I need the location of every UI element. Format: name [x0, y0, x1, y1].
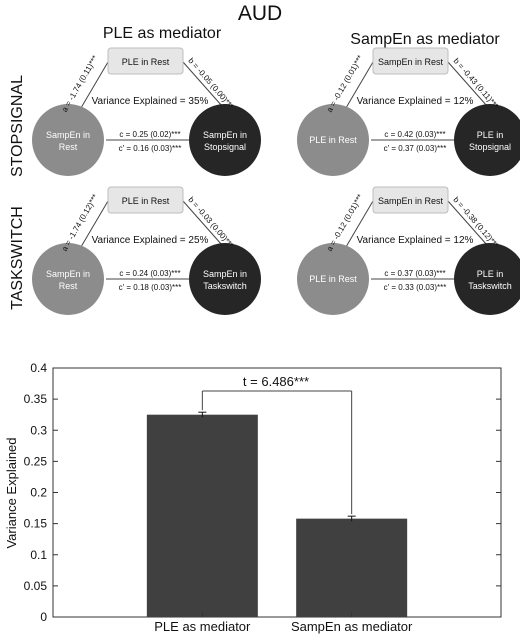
- predictor-label: PLE in Rest: [309, 274, 357, 284]
- path-c-label: c = 0.42 (0.03)***: [384, 130, 445, 139]
- chart-bars: [146, 411, 408, 617]
- outcome-label: SampEn in Taskswitch: [203, 269, 247, 291]
- mediator-label: SampEn in Rest: [378, 196, 444, 206]
- mediator-label: SampEn in Rest: [378, 57, 444, 67]
- mediation-panel: PLE in Rest SampEn in Rest SampEn in Taskswi…: [32, 186, 261, 315]
- path-c-label: c = 0.37 (0.03)***: [384, 269, 445, 278]
- chart-annotation-label: t = 6.486***: [243, 374, 309, 389]
- chart-y-ticks: 0 0.05 0.1 0.15 0.2 0.25 0.3 0.35 0.4: [24, 361, 501, 624]
- y-tick-label: 0.25: [24, 454, 48, 468]
- outcome-node: [189, 104, 261, 176]
- outcome-label: PLE in Taskswitch: [468, 269, 512, 291]
- chart-plot-frame: [52, 367, 502, 618]
- column-title-right: SampEn as mediator: [350, 31, 500, 48]
- y-tick-label: 0.3: [30, 423, 47, 437]
- chart-y-axis-label: Variance Explained: [4, 437, 19, 548]
- bar-ple-as-mediator: [146, 414, 258, 617]
- y-tick-label: 0.35: [24, 392, 48, 406]
- predictor-node: [32, 243, 104, 315]
- path-c-label: c = 0.25 (0.02)***: [119, 130, 180, 139]
- mediation-panel: PLE in Rest SampEn in Rest SampEn in Stopsig…: [32, 47, 261, 176]
- row-title-stopsignal: STOPSIGNAL: [9, 75, 26, 177]
- outcome-label: SampEn in Stopsignal: [203, 130, 247, 152]
- row-title-taskswitch: TASKSWITCH: [9, 206, 26, 310]
- y-tick-label: 0.1: [30, 548, 47, 562]
- path-c-prime-label: c' = 0.33 (0.03)***: [384, 283, 447, 292]
- x-tick-label: SampEn as mediator: [291, 619, 413, 634]
- path-c-label: c = 0.24 (0.03)***: [119, 269, 180, 278]
- mediator-box: [372, 47, 449, 75]
- path-b-line: [182, 200, 223, 246]
- y-tick-label: 0.15: [24, 517, 48, 531]
- x-tick-label: PLE as mediator: [154, 619, 251, 634]
- bar-chart: Variance Explained 0 0.05 0.1 0.15 0.2 0.25 0.…: [4, 361, 502, 634]
- variance-explained-label: Variance Explained = 35%: [92, 96, 209, 107]
- path-b-line: [182, 61, 223, 107]
- outcome-node: [454, 243, 520, 315]
- figure-title: AUD: [238, 2, 282, 25]
- path-b-line: [447, 61, 488, 107]
- predictor-node: [32, 104, 104, 176]
- outcome-node: [454, 104, 520, 176]
- chart-x-ticks: PLE as mediator SampEn as mediator: [154, 612, 413, 634]
- mediator-box: [372, 186, 449, 214]
- column-title-left: PLE as mediator: [103, 25, 222, 42]
- mediator-box: [107, 47, 184, 75]
- variance-explained-label: Variance Explained = 12%: [357, 96, 474, 107]
- path-c-prime-label: c' = 0.18 (0.03)***: [119, 283, 182, 292]
- mediation-panel: SampEn in Rest PLE in Rest PLE in Stopsigna…: [297, 47, 520, 176]
- path-c-prime-label: c' = 0.37 (0.03)***: [384, 144, 447, 153]
- outcome-node: [189, 243, 261, 315]
- y-tick-label: 0.4: [30, 361, 47, 375]
- outcome-label: PLE in Stopsignal: [469, 130, 511, 152]
- mediator-box: [107, 186, 184, 214]
- predictor-node: [297, 104, 369, 176]
- variance-explained-label: Variance Explained = 12%: [357, 235, 474, 246]
- variance-explained-label: Variance Explained = 25%: [92, 235, 209, 246]
- predictor-label: SampEn in Rest: [46, 269, 90, 291]
- chart-significance-annotation: t = 6.486***: [201, 374, 353, 515]
- bar-sampen-as-mediator: [296, 518, 408, 617]
- predictor-label: SampEn in Rest: [46, 130, 90, 152]
- mediator-label: PLE in Rest: [122, 196, 170, 206]
- mediation-panels: PLE in Rest SampEn in Rest SampEn in Stopsig…: [32, 47, 520, 315]
- y-tick-label: 0: [40, 610, 47, 624]
- path-b-line: [447, 200, 488, 246]
- mediation-panel: SampEn in Rest PLE in Rest PLE in Taskswitc…: [297, 186, 520, 315]
- y-tick-label: 0.2: [30, 486, 47, 500]
- path-c-prime-label: c' = 0.16 (0.03)***: [119, 144, 182, 153]
- predictor-label: PLE in Rest: [309, 135, 357, 145]
- mediator-label: PLE in Rest: [122, 57, 170, 67]
- y-tick-label: 0.05: [24, 579, 48, 593]
- predictor-node: [297, 243, 369, 315]
